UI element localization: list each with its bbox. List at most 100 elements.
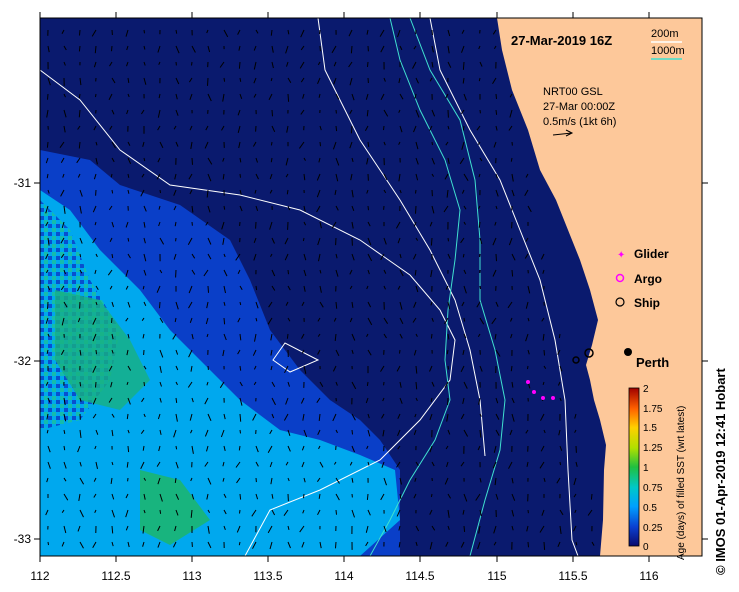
current-vector — [507, 301, 513, 309]
current-vector — [126, 61, 129, 67]
current-vector — [316, 397, 321, 403]
current-vector — [495, 93, 497, 99]
current-vector — [189, 93, 193, 100]
current-vector — [269, 221, 273, 230]
colorbar — [628, 387, 640, 547]
current-vector — [76, 157, 81, 164]
place-label-perth: Perth — [636, 355, 669, 370]
current-vector — [511, 253, 516, 261]
current-vector — [527, 541, 529, 548]
current-vector — [335, 125, 338, 132]
current-vector — [191, 157, 193, 165]
current-vector — [159, 301, 161, 309]
current-vector — [143, 157, 146, 162]
current-vector — [398, 541, 401, 548]
current-vector — [267, 317, 273, 325]
current-vector — [510, 317, 513, 322]
current-vector — [223, 509, 227, 515]
current-vector — [175, 109, 179, 116]
current-vector — [77, 317, 81, 323]
current-vector — [206, 381, 209, 386]
current-vector — [159, 381, 162, 387]
current-vector — [287, 541, 291, 549]
current-vector — [366, 445, 369, 450]
current-vector — [383, 189, 387, 194]
current-vector — [111, 253, 114, 259]
current-vector — [125, 493, 129, 499]
current-vector — [399, 93, 404, 100]
current-vector — [239, 301, 242, 306]
current-vector — [399, 397, 403, 404]
current-vector — [188, 349, 193, 358]
current-vector — [239, 365, 242, 371]
current-vector — [540, 445, 545, 452]
current-vector — [379, 29, 385, 37]
current-vector — [77, 445, 81, 453]
current-vector — [367, 349, 372, 356]
current-vector — [511, 189, 515, 197]
current-vector — [332, 141, 337, 150]
contour-1000m-b — [409, 18, 506, 556]
current-vector — [175, 413, 178, 422]
current-vector — [303, 173, 306, 181]
lon-tick-label: 116 — [639, 569, 658, 583]
current-vector — [175, 349, 179, 355]
current-vector — [335, 509, 337, 515]
glider-point — [541, 396, 545, 400]
current-vector — [477, 141, 481, 145]
current-vector — [444, 381, 449, 389]
current-vector — [60, 253, 65, 259]
current-vector — [79, 477, 85, 485]
colorbar-tick: 1 — [643, 463, 649, 474]
current-vector — [478, 221, 481, 228]
current-vector — [143, 253, 147, 262]
current-vector — [143, 61, 146, 66]
current-vector — [191, 397, 194, 403]
current-vector — [191, 445, 194, 454]
current-vector — [412, 61, 417, 69]
current-vector — [495, 253, 497, 262]
current-vector — [207, 93, 212, 102]
current-vector — [478, 205, 481, 209]
lon-tick-label: 113.5 — [253, 569, 282, 583]
current-vector — [302, 509, 305, 514]
current-vector — [253, 381, 257, 386]
current-vector — [414, 269, 417, 276]
current-vector — [47, 397, 51, 403]
current-vector — [254, 189, 257, 194]
current-vector — [332, 365, 337, 372]
current-vector — [143, 381, 145, 387]
current-vector — [380, 253, 385, 261]
current-vector — [204, 141, 209, 149]
current-vector — [430, 493, 433, 498]
glider-point — [526, 380, 530, 384]
current-vector — [126, 381, 129, 385]
current-vector — [175, 493, 180, 500]
current-vector — [443, 205, 449, 213]
current-vector — [191, 61, 193, 66]
current-vector — [431, 61, 434, 68]
current-vector — [271, 237, 275, 244]
ship-marker — [584, 348, 594, 358]
current-vector — [366, 157, 369, 165]
current-vector — [431, 173, 435, 177]
contour-200m-inner — [317, 18, 486, 457]
contour-1000m-a — [369, 18, 461, 556]
current-vector — [108, 93, 113, 101]
current-vector — [366, 381, 369, 386]
current-vector — [300, 109, 305, 115]
current-vector — [415, 237, 419, 241]
current-vector — [111, 525, 114, 534]
current-vector — [111, 349, 114, 354]
current-vector — [575, 461, 578, 467]
current-vector — [429, 509, 433, 515]
current-vector — [173, 189, 177, 196]
current-vector — [429, 413, 433, 421]
current-vector — [46, 413, 49, 420]
current-vector — [381, 413, 385, 419]
current-vector — [396, 461, 401, 468]
current-vector — [367, 253, 373, 262]
colorbar-tick: 1.25 — [643, 443, 663, 454]
current-vector — [415, 109, 420, 118]
current-vector — [111, 45, 113, 52]
